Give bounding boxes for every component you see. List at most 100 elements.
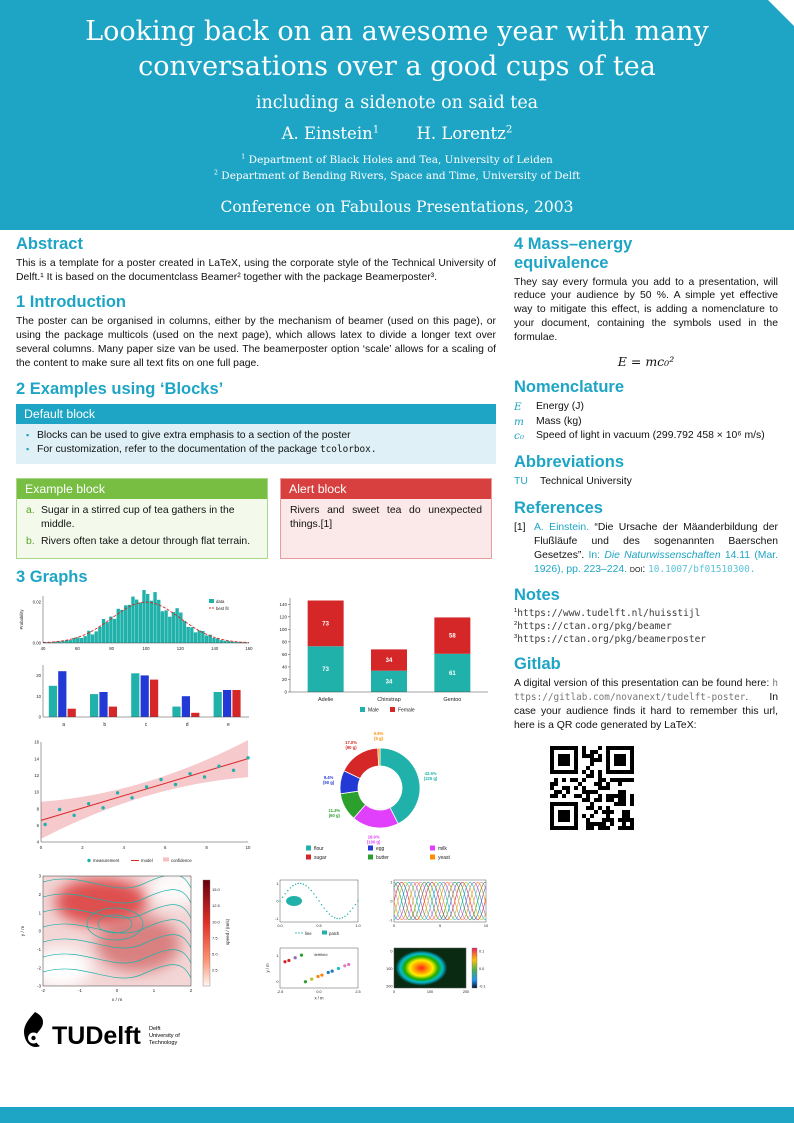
svg-text:1: 1 [39, 910, 42, 915]
svg-text:x / m: x / m [112, 997, 122, 1003]
svg-text:17.0%(90 g): 17.0% (90 g) [345, 739, 357, 749]
gitlab-heading: Gitlab [514, 655, 561, 674]
svg-text:7.5: 7.5 [212, 935, 218, 940]
right-column: 4 Mass–energy equivalence They say every… [514, 232, 778, 1101]
note-1-url[interactable]: https://www.tudelft.nl/huisstijl [517, 607, 701, 619]
author-list: A. Einstein1 H. Lorentz2 [30, 124, 764, 143]
note-3-url[interactable]: https://ctan.org/pkg/beamerposter [517, 633, 707, 645]
svg-text:1.0: 1.0 [355, 924, 360, 928]
affiliation-1: 1 Department of Black Holes and Tea, Uni… [241, 152, 553, 167]
nomenclature-row-mass: m Mass (kg) [514, 415, 582, 428]
svg-text:40: 40 [282, 664, 288, 669]
svg-text:0: 0 [393, 990, 395, 994]
svg-text:0.0: 0.0 [277, 924, 282, 928]
svg-text:1: 1 [276, 881, 278, 885]
svg-text:Chinstrap: Chinstrap [377, 697, 401, 703]
tudelft-logo: TUDelft Delft University of Technology [24, 1011, 180, 1050]
footer-band [0, 1107, 794, 1123]
grouped-bar-chart: a b c d e 0 10 20 [36, 664, 249, 728]
svg-text:0: 0 [276, 899, 278, 903]
svg-text:1: 1 [153, 988, 156, 993]
default-block-body: Blocks can be used to give extra emphasi… [16, 423, 496, 465]
svg-text:80: 80 [282, 639, 288, 644]
svg-text:0.00: 0.00 [33, 640, 42, 645]
svg-text:120: 120 [177, 646, 185, 651]
svg-text:-1: -1 [389, 918, 392, 922]
svg-text:6: 6 [164, 845, 167, 850]
svg-text:-2: -2 [41, 988, 45, 993]
svg-text:100: 100 [386, 966, 392, 970]
svg-text:0: 0 [39, 714, 42, 719]
svg-text:0: 0 [40, 845, 43, 850]
default-block-title: Default block [16, 403, 496, 424]
svg-text:-1: -1 [37, 947, 41, 952]
svg-text:0.02: 0.02 [33, 599, 42, 604]
svg-text:200: 200 [463, 990, 469, 994]
example-alert-row: Example block a. Sugar in a stirred cup … [16, 473, 496, 559]
svg-text:100: 100 [142, 646, 150, 651]
author-einstein: A. Einstein1 [281, 124, 380, 144]
svg-text:a: a [62, 722, 65, 728]
affiliations: 1 Department of Black Holes and Tea, Uni… [30, 152, 764, 185]
reference-body: A. Einstein. “Die Ursache der Mäanderbil… [534, 521, 779, 575]
svg-text:34: 34 [386, 658, 393, 664]
svg-text:b: b [103, 722, 106, 728]
svg-text:-1: -1 [275, 917, 278, 921]
svg-text:5: 5 [439, 924, 441, 928]
svg-text:-3: -3 [37, 983, 41, 988]
notes-heading: Notes [514, 585, 560, 604]
svg-text:\leftfield: \leftfield [314, 952, 328, 957]
references-heading: References [514, 498, 603, 517]
example-block-title: Example block [17, 479, 267, 500]
svg-text:e: e [227, 722, 230, 728]
svg-text:2: 2 [81, 845, 84, 850]
svg-text:60: 60 [75, 646, 80, 651]
tcolorbox-code: tcolorbox. [320, 444, 377, 456]
svg-text:10: 10 [484, 924, 488, 928]
abstract-text: This is a template for a poster created … [16, 257, 496, 283]
alert-block-text: Rivers and sweet tea do unexpected thing… [290, 505, 482, 530]
recipe-donut-chart: 42.5% (225 g) 18.9% (100 g) 11.3% (60 g) 9.4%(… [306, 731, 451, 861]
svg-text:16: 16 [34, 739, 39, 744]
svg-text:y / m: y / m [20, 925, 26, 935]
svg-text:0.1: 0.1 [479, 949, 484, 953]
introduction-text: The poster can be organised in columns, … [16, 316, 496, 369]
svg-text:Delft: Delft [149, 1026, 161, 1032]
svg-text:42.5%(225 g): 42.5% (225 g) [424, 770, 438, 780]
svg-text:d: d [186, 722, 189, 728]
svg-text:1: 1 [276, 954, 278, 958]
alert-block: Alert block Rivers and sweet tea do unex… [280, 478, 492, 559]
poster-header: Looking back on an awesome year with man… [0, 0, 794, 230]
affiliation-2: 2 Department of Bending Rivers, Space an… [213, 168, 581, 183]
svg-text:2: 2 [39, 892, 42, 897]
svg-text:10: 10 [34, 789, 39, 794]
svg-text:Probability: Probability [19, 608, 24, 629]
svg-text:20: 20 [36, 673, 41, 678]
svg-text:Male: Male [368, 707, 379, 713]
introduction-heading: 1 Introduction [16, 293, 126, 312]
svg-text:line: line [305, 931, 312, 936]
svg-text:6: 6 [37, 823, 40, 828]
svg-text:3: 3 [39, 873, 42, 878]
penguin-stacked-bar-chart: 73 73 Adelie 34 34 Chinstrap 61 58 Gentoo 0 20 40 60… [279, 597, 488, 713]
svg-text:0: 0 [393, 924, 395, 928]
example-item-a: a. Sugar in a stirred cup of tea gathers… [26, 505, 235, 530]
doi-link[interactable]: 10.1007/bf01510300. [648, 563, 756, 575]
svg-text:c: c [145, 722, 148, 728]
svg-text:8: 8 [37, 806, 40, 811]
svg-text:73: 73 [322, 667, 329, 673]
svg-text:University of: University of [149, 1033, 180, 1039]
svg-text:10: 10 [36, 693, 41, 698]
abbreviation-row-tu: TU Technical University [514, 476, 632, 488]
gitlab-text: A digital version of this presentation c… [514, 678, 778, 731]
histogram-chart: 40 60 80 100 120 140 160 0.00 0.02 Probability dat… [19, 589, 253, 651]
gitlab-url[interactable]: https://gitlab.com/novanext/tudelft-post… [514, 678, 778, 704]
nomenclature-heading: Nomenclature [514, 377, 625, 396]
conference-line: Conference on Fabulous Presentations, 20… [220, 197, 574, 216]
svg-text:15.0: 15.0 [212, 887, 221, 892]
note-2-url[interactable]: https://ctan.org/pkg/beamer [517, 620, 672, 632]
poster-title: Looking back on an awesome year with man… [30, 14, 764, 84]
svg-text:0: 0 [39, 928, 42, 933]
